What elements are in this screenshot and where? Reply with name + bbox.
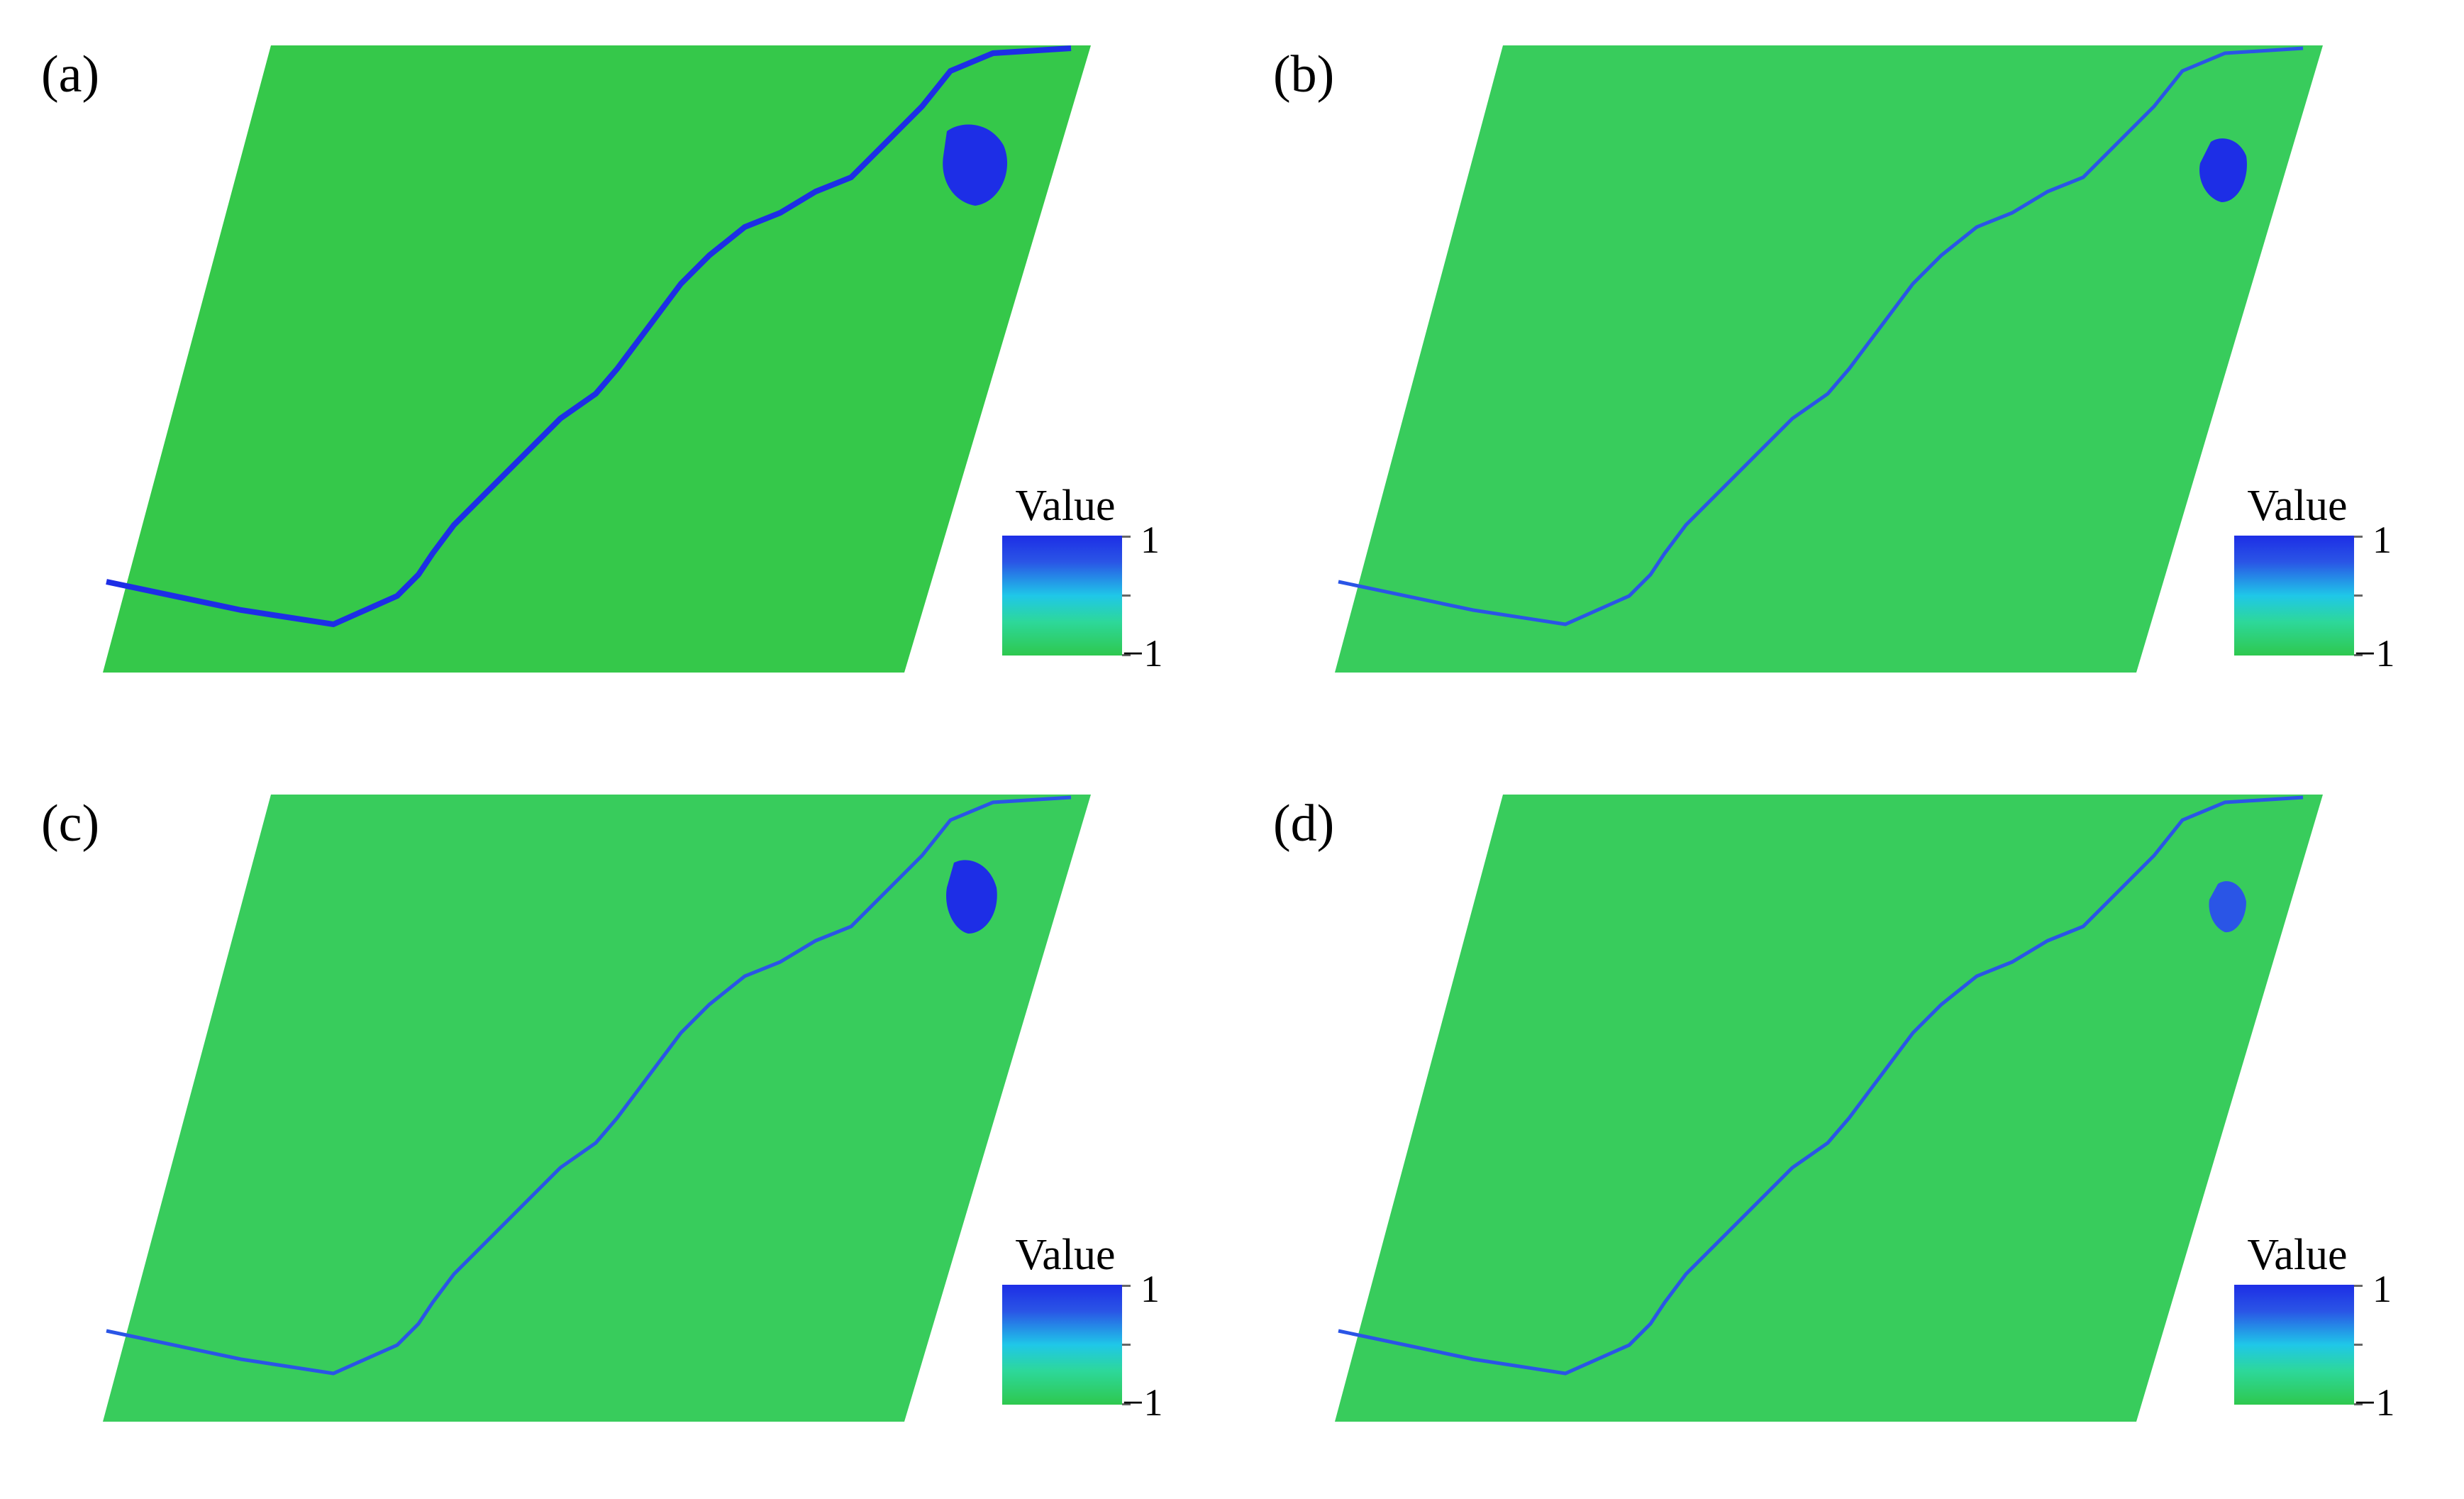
- colorbar-title: Value: [2247, 482, 2348, 530]
- raster-map: [1335, 45, 2323, 673]
- colorbar-min-label: −1: [2354, 632, 2395, 675]
- colorbar-tick-max: [2354, 536, 2363, 538]
- colorbar-tick-min: [1122, 654, 1131, 656]
- colorbar-title: Value: [2247, 1231, 2348, 1279]
- colorbar: [1002, 536, 1122, 656]
- raster-map: [103, 45, 1091, 673]
- panel-label: (a): [41, 45, 100, 104]
- raster-map: [1335, 795, 2323, 1422]
- colorbar-legend: Value 1 −1: [1001, 482, 1214, 673]
- colorbar-legend: Value 1 −1: [2233, 482, 2446, 673]
- panel-label: (d): [1273, 795, 1335, 853]
- colorbar-title: Value: [1015, 1231, 1116, 1279]
- colorbar-legend: Value 1 −1: [2233, 1231, 2446, 1422]
- colorbar-tick-mid: [1122, 594, 1131, 597]
- reservoir: [943, 124, 1008, 206]
- colorbar: [2234, 1285, 2354, 1405]
- panel-c: (c) Value 1 −1: [0, 749, 1232, 1498]
- colorbar-min-label: −1: [1122, 632, 1163, 675]
- reservoir: [946, 860, 997, 934]
- colorbar-tick-min: [1122, 1403, 1131, 1405]
- reservoir: [2209, 881, 2246, 933]
- colorbar-min-label: −1: [2354, 1381, 2395, 1424]
- raster-map: [103, 795, 1091, 1422]
- colorbar-tick-mid: [1122, 1344, 1131, 1346]
- colorbar-max-label: 1: [2373, 1268, 2392, 1310]
- colorbar-tick-min: [2354, 654, 2363, 656]
- land-area: [1335, 45, 2323, 673]
- colorbar: [2234, 536, 2354, 656]
- colorbar-max-label: 1: [1141, 519, 1160, 561]
- panel-label: (c): [41, 795, 100, 853]
- colorbar-tick-mid: [2354, 1344, 2363, 1346]
- colorbar-tick-min: [2354, 1403, 2363, 1405]
- colorbar: [1002, 1285, 1122, 1405]
- land-area: [103, 45, 1091, 673]
- river-line: [1338, 46, 2304, 626]
- colorbar-tick-max: [1122, 1285, 1131, 1287]
- panel-label: (b): [1273, 45, 1335, 104]
- river-line: [106, 45, 1072, 628]
- reservoir: [2199, 138, 2247, 202]
- panel-d: (d) Value 1 −1: [1232, 749, 2464, 1498]
- land-area: [103, 795, 1091, 1422]
- colorbar-min-label: −1: [1122, 1381, 1163, 1424]
- colorbar-tick-max: [2354, 1285, 2363, 1287]
- river-line: [1338, 795, 2304, 1376]
- colorbar-tick-max: [1122, 536, 1131, 538]
- land-area: [1335, 795, 2323, 1422]
- river-line: [106, 795, 1072, 1376]
- colorbar-max-label: 1: [2373, 519, 2392, 561]
- colorbar-title: Value: [1015, 482, 1116, 530]
- colorbar-legend: Value 1 −1: [1001, 1231, 1214, 1422]
- colorbar-tick-mid: [2354, 594, 2363, 597]
- panel-a: (a) Value 1 −1: [0, 0, 1232, 749]
- panel-b: (b) Value 1 −1: [1232, 0, 2464, 749]
- colorbar-max-label: 1: [1141, 1268, 1160, 1310]
